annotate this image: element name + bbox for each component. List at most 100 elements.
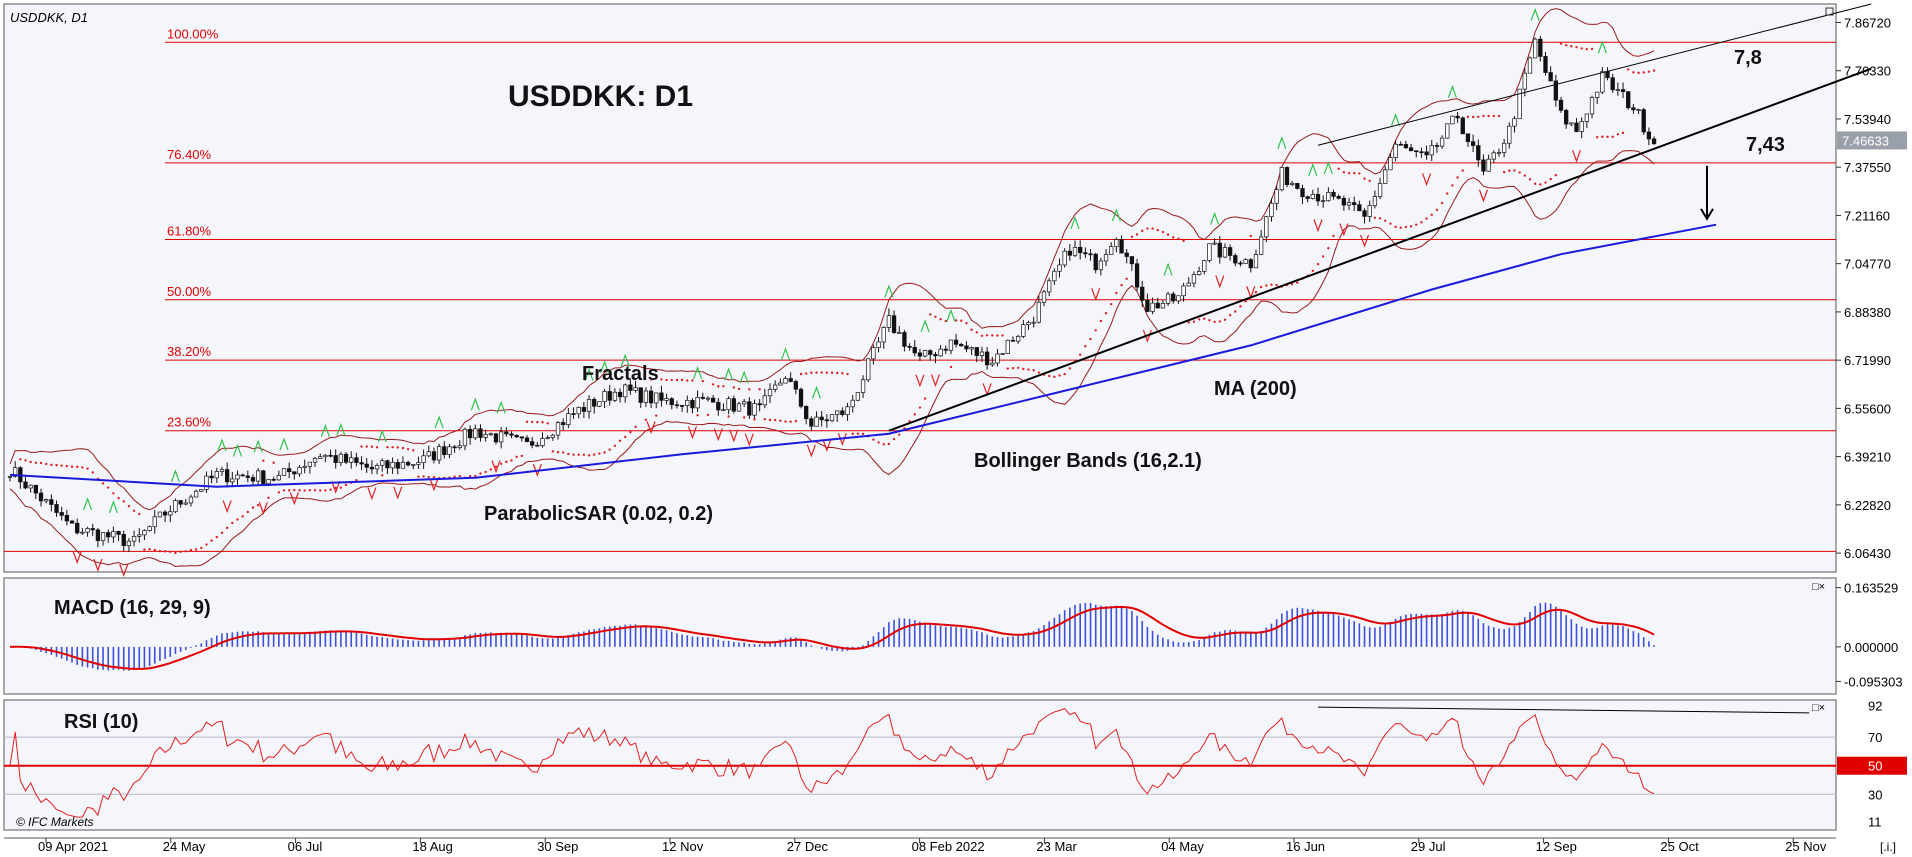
candle-body	[664, 398, 669, 401]
candle-body	[13, 467, 18, 477]
corner-glyph[interactable]: [.i.]	[1880, 840, 1896, 854]
sar-dot	[344, 483, 348, 487]
sar-dot	[1037, 371, 1041, 374]
candle-body	[328, 454, 333, 457]
fractal-down-icon	[72, 551, 82, 565]
candle-body	[793, 381, 798, 390]
candle-body	[1295, 182, 1300, 189]
sar-dot	[1032, 369, 1035, 372]
bollinger-upper	[9, 8, 1655, 511]
candle-body	[1450, 115, 1455, 125]
sar-dot	[1363, 177, 1366, 180]
sar-dot	[1270, 283, 1273, 286]
rsi-divergence-line	[1318, 706, 1810, 714]
candle-body	[1072, 247, 1078, 256]
candle-body	[1015, 336, 1021, 342]
macd-window-icons[interactable]: □×	[1812, 581, 1825, 593]
candle-body	[628, 384, 633, 391]
sar-dot	[1218, 320, 1221, 323]
candle-body	[256, 470, 261, 482]
candle-body	[183, 502, 188, 505]
candle-body	[1052, 270, 1057, 282]
candle-body	[1408, 147, 1414, 152]
ma-200	[9, 223, 1717, 488]
sar-dot	[908, 420, 911, 423]
sar-dot	[303, 489, 306, 492]
fractal-down-icon	[331, 480, 341, 494]
candle-body	[111, 531, 116, 538]
sar-dot	[722, 385, 725, 388]
sar-dot	[1590, 47, 1594, 51]
candle-body	[731, 398, 736, 412]
sar-dot	[298, 489, 301, 492]
sar-dot	[1275, 283, 1278, 287]
candle-body	[131, 535, 137, 542]
sar-dot	[1539, 183, 1542, 186]
ma-label: MA (200)	[1214, 378, 1297, 400]
candle-body	[881, 327, 886, 343]
candle-body	[509, 433, 514, 436]
current-price-label: 7.46633	[1842, 133, 1889, 148]
candle-body	[137, 534, 142, 537]
time-tick-label: 23 Mar	[1036, 839, 1077, 854]
price-tick-label: 7.70330	[1844, 64, 1891, 79]
candle-body	[1078, 247, 1083, 254]
sar-dot	[1296, 281, 1299, 284]
fractal-down-icon	[729, 429, 739, 443]
fractal-up-icon	[253, 439, 263, 453]
sar-dot	[1544, 181, 1547, 184]
candle-body	[385, 460, 390, 469]
candle-body	[152, 516, 157, 528]
sar-dot	[624, 435, 627, 439]
sar-dot	[225, 526, 229, 530]
candle-body	[1486, 158, 1491, 172]
candle-body	[726, 398, 731, 411]
sar-dot	[65, 464, 69, 468]
candle-body	[168, 511, 173, 516]
maximize-icon[interactable]	[1825, 7, 1834, 16]
sar-dot	[1502, 170, 1506, 174]
sar-dot	[561, 451, 565, 454]
sar-dot	[381, 474, 384, 477]
fractal-up-icon	[320, 423, 330, 437]
target-low-label: 7,43	[1746, 134, 1785, 156]
candle-body	[1470, 141, 1476, 146]
candle-body	[824, 419, 830, 422]
candle-body	[1615, 89, 1621, 91]
rsi-window-icons[interactable]: □×	[1812, 702, 1825, 714]
candle-body	[23, 481, 28, 489]
sar-dot	[1342, 171, 1346, 174]
candle-body	[1171, 293, 1176, 302]
sar-dot	[1001, 334, 1004, 337]
watermark: © IFC Markets	[16, 815, 94, 829]
sar-dot	[613, 444, 617, 448]
sar-dot	[81, 466, 84, 469]
sar-dot	[1208, 319, 1211, 322]
sar-dot	[898, 433, 901, 436]
sar-dot	[836, 371, 839, 375]
candle-body	[1620, 89, 1626, 92]
candle-body	[452, 446, 457, 449]
time-tick-label: 29 Jul	[1411, 839, 1446, 854]
candle-body	[648, 390, 654, 404]
sar-dot	[1358, 172, 1361, 175]
sar-dot	[1477, 115, 1480, 119]
sar-dot	[1471, 115, 1475, 119]
sar-dot	[1533, 182, 1537, 185]
candle-body	[488, 433, 493, 436]
sar-dot	[618, 439, 622, 442]
fractal-up-icon	[584, 368, 594, 382]
fractal-up-icon	[1070, 216, 1080, 230]
fibonacci-levels: 100.00% 76.40% 61.80% 50.00% 38.20% 23.60%	[4, 26, 1836, 552]
sar-dot	[748, 388, 751, 391]
candle-body	[1512, 118, 1517, 127]
candle-body	[374, 464, 380, 470]
fractal-down-icon	[429, 478, 439, 492]
sar-dot	[768, 418, 772, 422]
candle-body	[953, 339, 959, 345]
sar-dot	[1384, 219, 1387, 223]
price-tick-label: 7.37550	[1844, 160, 1891, 175]
sar-dot	[856, 432, 860, 435]
candle-body	[1233, 255, 1238, 264]
candle-body	[1336, 196, 1341, 199]
